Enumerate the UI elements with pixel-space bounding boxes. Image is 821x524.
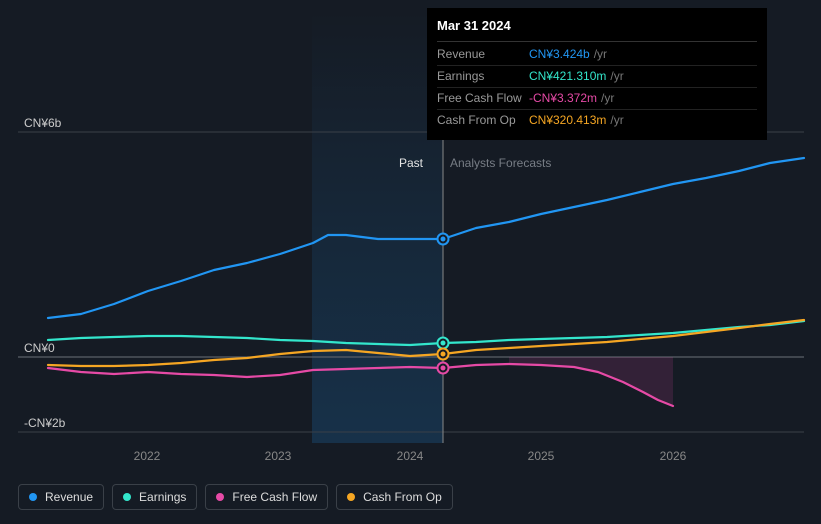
legend-label: Cash From Op — [363, 490, 442, 504]
legend-item-earnings[interactable]: Earnings — [112, 484, 197, 510]
tooltip-metric-value: CN¥320.413m — [529, 111, 606, 130]
tooltip-date: Mar 31 2024 — [437, 16, 757, 42]
tooltip-metric-label: Cash From Op — [437, 111, 529, 130]
legend-dot-icon — [216, 493, 224, 501]
legend-label: Revenue — [45, 490, 93, 504]
x-axis-label: 2024 — [397, 449, 424, 463]
legend-dot-icon — [29, 493, 37, 501]
tooltip-metric-label: Revenue — [437, 45, 529, 64]
hover-marker-dot-revenue — [441, 237, 446, 242]
legend-label: Earnings — [139, 490, 186, 504]
legend-item-fcf[interactable]: Free Cash Flow — [205, 484, 328, 510]
legend-dot-icon — [123, 493, 131, 501]
tooltip-suffix: /yr — [610, 111, 623, 130]
tooltip-metric-value: CN¥3.424b — [529, 45, 590, 64]
tooltip-row: Free Cash Flow-CN¥3.372m/yr — [437, 88, 757, 110]
hover-marker-dot-cfo — [441, 352, 446, 357]
x-axis-label: 2026 — [660, 449, 687, 463]
tooltip-metric-label: Earnings — [437, 67, 529, 86]
legend-dot-icon — [347, 493, 355, 501]
tooltip-suffix: /yr — [610, 67, 623, 86]
legend-label: Free Cash Flow — [232, 490, 317, 504]
forecast-label: Analysts Forecasts — [450, 156, 551, 170]
tooltip-suffix: /yr — [594, 45, 607, 64]
tooltip-row: Cash From OpCN¥320.413m/yr — [437, 110, 757, 131]
tooltip-metric-label: Free Cash Flow — [437, 89, 529, 108]
hover-marker-dot-fcf — [441, 366, 446, 371]
hover-tooltip: Mar 31 2024 RevenueCN¥3.424b/yrEarningsC… — [427, 8, 767, 140]
tooltip-metric-value: -CN¥3.372m — [529, 89, 597, 108]
past-label: Past — [399, 156, 423, 170]
y-axis-label: CN¥6b — [24, 116, 61, 130]
x-axis-label: 2022 — [134, 449, 161, 463]
chart-legend: Revenue Earnings Free Cash Flow Cash From O… — [18, 484, 453, 510]
legend-item-revenue[interactable]: Revenue — [18, 484, 104, 510]
x-axis-label: 2025 — [528, 449, 555, 463]
tooltip-row: EarningsCN¥421.310m/yr — [437, 66, 757, 88]
past-shade — [312, 10, 443, 443]
x-axis-label: 2023 — [265, 449, 292, 463]
tooltip-row: RevenueCN¥3.424b/yr — [437, 44, 757, 66]
tooltip-suffix: /yr — [601, 89, 614, 108]
legend-item-cfo[interactable]: Cash From Op — [336, 484, 453, 510]
tooltip-metric-value: CN¥421.310m — [529, 67, 606, 86]
hover-marker-dot-earnings — [441, 341, 446, 346]
y-axis-label: CN¥0 — [24, 341, 55, 355]
y-axis-label: -CN¥2b — [24, 416, 65, 430]
